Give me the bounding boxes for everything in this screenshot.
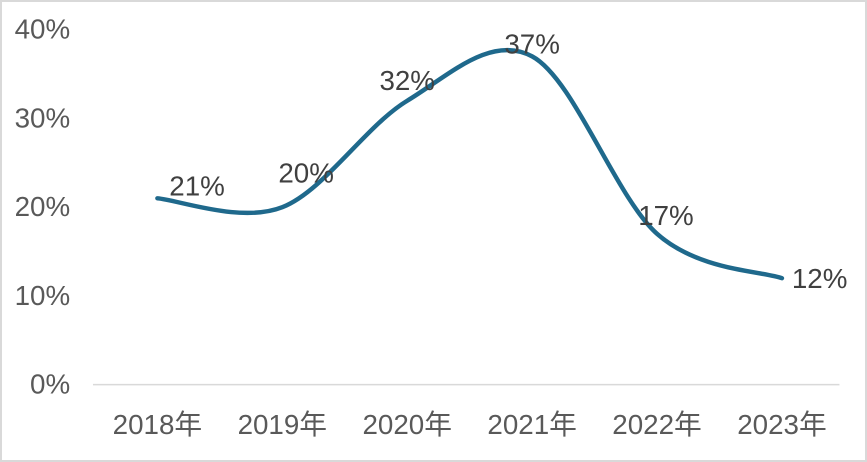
y-axis-tick-label: 20%: [15, 191, 71, 222]
data-point-label: 21%: [169, 170, 225, 201]
y-axis-tick-label: 0%: [30, 369, 70, 400]
data-point-label: 12%: [792, 263, 848, 294]
x-axis-tick-label: 2023年: [737, 409, 826, 440]
data-point-label: 17%: [638, 200, 694, 231]
data-point-label: 37%: [504, 28, 560, 59]
x-axis-tick-label: 2020年: [362, 409, 451, 440]
data-point-label: 32%: [379, 65, 435, 96]
x-axis-tick-label: 2021年: [487, 409, 576, 440]
y-axis-tick-label: 30%: [15, 102, 71, 133]
data-point-label: 20%: [278, 157, 334, 188]
y-axis-tick-label: 40%: [15, 14, 71, 45]
x-axis-tick-label: 2022年: [612, 409, 701, 440]
y-axis-tick-label: 10%: [15, 280, 71, 311]
series-line: [155, 47, 785, 281]
x-axis-tick-label: 2019年: [238, 409, 327, 440]
x-axis-tick-label: 2018年: [113, 409, 202, 440]
